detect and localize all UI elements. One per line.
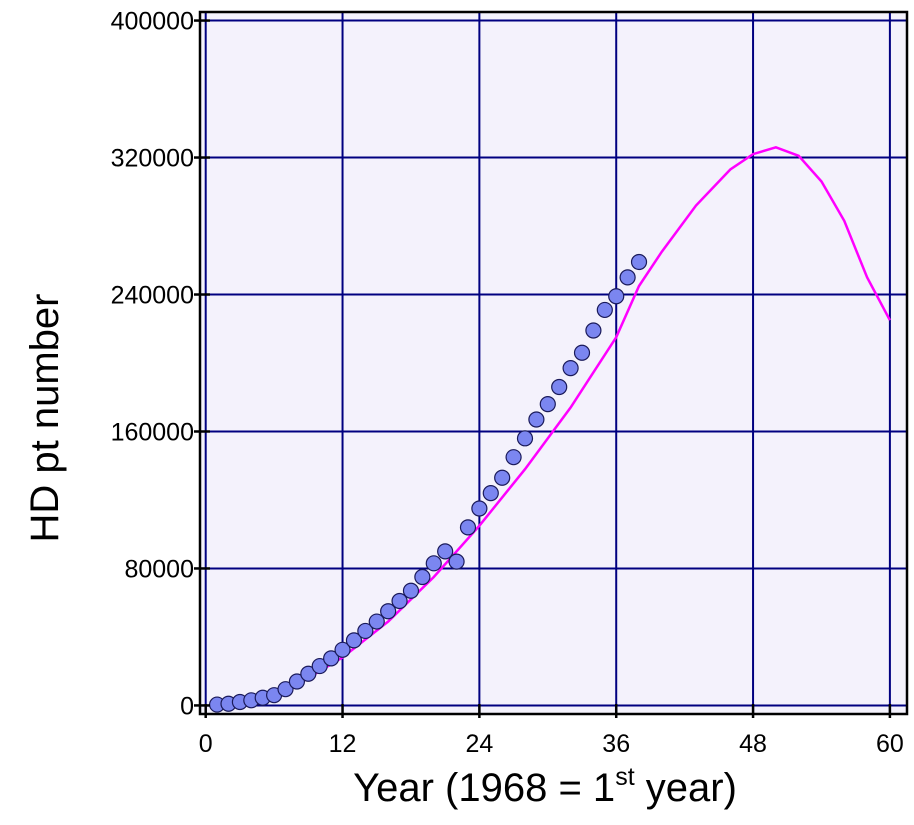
x-axis-title-main: Year (1968 = 1 — [353, 766, 615, 810]
data-point — [425, 555, 442, 572]
data-point — [471, 500, 488, 517]
x-tick-label: 48 — [739, 730, 767, 758]
x-tick-label: 0 — [199, 730, 213, 758]
x-axis-title-tail: year) — [635, 766, 737, 810]
y-tick-label: 80000 — [124, 555, 194, 583]
data-point — [516, 430, 534, 447]
data-point — [585, 322, 602, 339]
y-tick-label: 160000 — [111, 418, 194, 446]
x-axis-title-superscript: st — [615, 763, 635, 791]
data-point — [539, 395, 556, 413]
data-point — [482, 485, 499, 502]
data-point — [619, 269, 636, 286]
y-axis-ticks: 0 80000 160000 240000 320000 400000 — [111, 8, 210, 720]
x-tick-label: 36 — [602, 730, 630, 758]
data-point — [528, 411, 545, 428]
data-point — [551, 378, 568, 396]
y-tick-label: 0 — [180, 692, 194, 720]
y-tick-label: 320000 — [111, 145, 194, 173]
data-point — [357, 622, 374, 640]
x-tick-label: 12 — [329, 730, 357, 758]
data-point — [494, 469, 511, 486]
y-tick-label: 240000 — [111, 282, 194, 310]
x-tick-label: 60 — [876, 730, 904, 758]
data-point — [345, 632, 363, 649]
data-point — [459, 519, 477, 536]
x-axis-ticks: 0 12 24 36 48 60 — [199, 704, 904, 758]
data-point — [630, 253, 648, 271]
data-point — [437, 543, 454, 560]
y-axis-title: HD pt number — [23, 294, 67, 543]
data-point — [311, 657, 328, 675]
plot-background — [200, 12, 907, 714]
data-point — [608, 288, 625, 305]
data-point — [448, 553, 465, 570]
data-points-layer — [209, 253, 648, 713]
data-point — [323, 650, 340, 667]
x-axis-title: Year (1968 = 1st year) — [353, 763, 737, 810]
data-point — [300, 665, 317, 682]
data-point — [562, 360, 579, 377]
y-tick-label: 400000 — [111, 8, 194, 36]
data-point — [414, 568, 431, 586]
data-point — [380, 603, 397, 620]
x-tick-label: 24 — [465, 730, 493, 758]
data-point — [368, 613, 385, 630]
plot-frame — [198, 10, 909, 716]
data-point — [391, 592, 408, 610]
data-point — [334, 641, 351, 658]
data-point — [288, 673, 306, 690]
data-point — [573, 344, 591, 361]
data-point — [277, 681, 294, 698]
data-point — [505, 449, 522, 466]
data-point — [402, 582, 420, 599]
data-point — [596, 301, 613, 319]
